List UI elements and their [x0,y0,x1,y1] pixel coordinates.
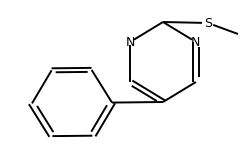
Text: S: S [204,16,212,30]
Text: N: N [191,36,200,49]
Text: N: N [126,36,135,49]
